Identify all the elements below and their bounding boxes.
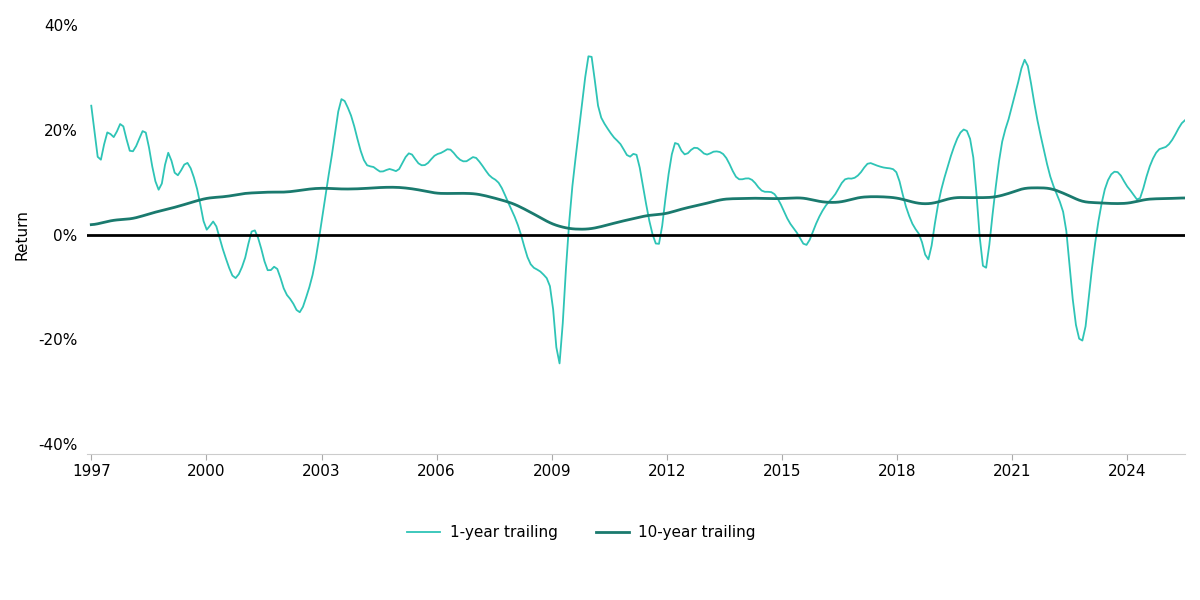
10-year trailing — [575, 226, 589, 233]
Legend: 1-year trailing, 10-year trailing: 1-year trailing, 10-year trailing — [401, 519, 762, 546]
10-year trailing — [206, 194, 221, 201]
1-year trailing — [1050, 190, 1064, 197]
1-year trailing — [581, 53, 595, 60]
10-year trailing — [1050, 187, 1064, 194]
10-year trailing — [203, 194, 217, 202]
Line: 10-year trailing: 10-year trailing — [91, 187, 1186, 229]
1-year trailing — [203, 222, 217, 229]
1-year trailing — [431, 151, 445, 158]
10-year trailing — [84, 221, 98, 228]
Line: 1-year trailing: 1-year trailing — [91, 56, 1186, 364]
1-year trailing — [1178, 116, 1193, 124]
1-year trailing — [283, 295, 298, 302]
10-year trailing — [433, 190, 448, 197]
1-year trailing — [199, 226, 214, 233]
Y-axis label: Return: Return — [14, 209, 30, 260]
10-year trailing — [283, 188, 298, 195]
1-year trailing — [206, 218, 221, 225]
1-year trailing — [552, 360, 566, 367]
1-year trailing — [84, 102, 98, 109]
10-year trailing — [1178, 194, 1193, 202]
10-year trailing — [383, 184, 397, 191]
10-year trailing — [199, 195, 214, 202]
